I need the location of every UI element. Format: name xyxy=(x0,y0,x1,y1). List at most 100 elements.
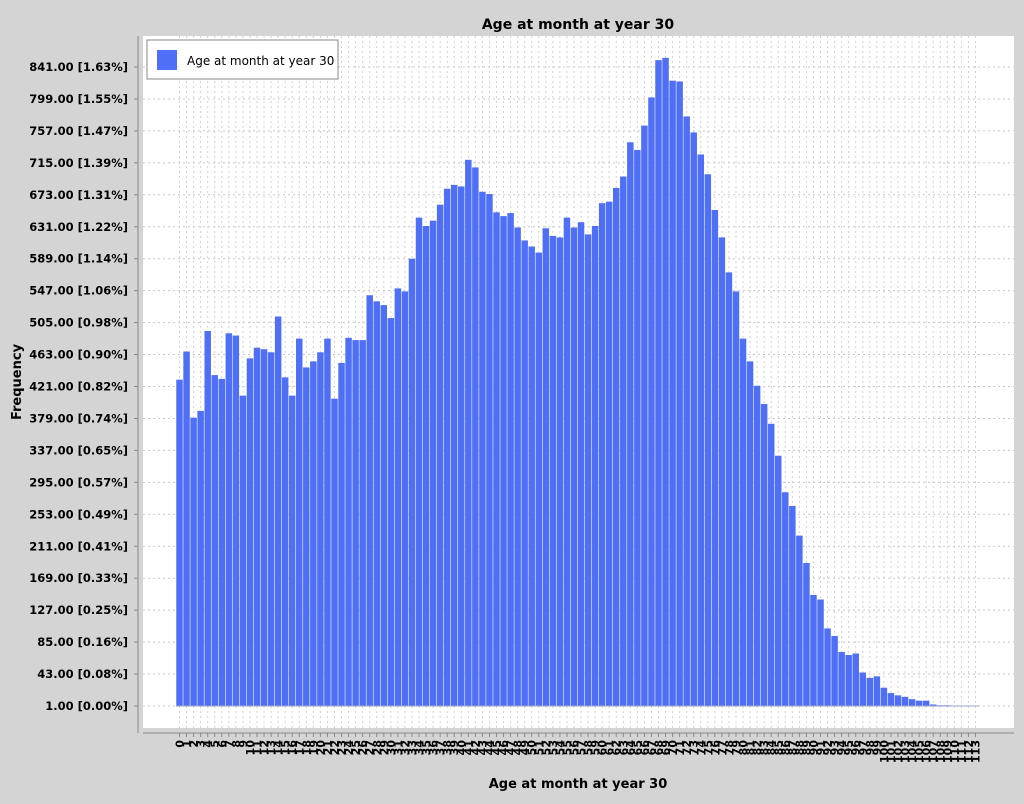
bar xyxy=(866,677,874,706)
x-tick-label: 64 xyxy=(624,740,637,756)
y-tick-label: 673.00 [1.31%] xyxy=(29,188,128,202)
x-tick-label: 54 xyxy=(554,740,567,756)
x-tick-label: 110 xyxy=(948,740,961,763)
x-tick-label: 38 xyxy=(441,740,454,755)
y-tick-label: 253.00 [0.49%] xyxy=(29,507,128,521)
x-tick-label: 34 xyxy=(413,740,426,756)
bar xyxy=(303,367,310,706)
bar xyxy=(817,599,824,706)
bar xyxy=(528,246,535,706)
bar xyxy=(415,217,423,706)
legend-label: Age at month at year 30 xyxy=(187,54,334,68)
bar xyxy=(690,132,697,707)
legend-box xyxy=(146,39,339,80)
y-tick-label: 127.00 [0.25%] xyxy=(29,603,128,617)
bar xyxy=(620,176,627,707)
y-tick-label: 631.00 [1.22%] xyxy=(29,220,128,234)
x-tick-label: 26 xyxy=(357,740,370,756)
bar xyxy=(641,125,648,706)
x-tick-label: 45 xyxy=(491,740,504,755)
chart-title: Age at month at year 30 xyxy=(482,17,675,33)
x-tick-label: 14 xyxy=(272,740,285,756)
legend: Age at month at year 30 xyxy=(146,39,339,80)
bar xyxy=(267,352,275,706)
bar xyxy=(401,291,409,706)
bar xyxy=(465,159,472,706)
bar xyxy=(915,700,923,706)
bar xyxy=(648,97,655,707)
bar xyxy=(563,217,571,706)
x-tick-label: 12 xyxy=(258,740,271,755)
bar xyxy=(359,340,366,706)
bar xyxy=(239,395,247,706)
x-tick-label: 86 xyxy=(779,740,792,756)
x-tick-label: 22 xyxy=(328,740,341,755)
x-tick-label: 27 xyxy=(364,740,377,755)
y-tick-label: 1.00 [0.00%] xyxy=(45,699,128,713)
x-tick-label: 112 xyxy=(962,740,975,763)
x-tick-label: 23 xyxy=(336,740,349,755)
x-tick-label: 81 xyxy=(744,740,757,755)
bar xyxy=(352,340,359,706)
bar xyxy=(753,385,761,706)
bar xyxy=(324,338,331,706)
x-tick-label: 20 xyxy=(314,740,327,756)
bar xyxy=(711,210,719,706)
bar xyxy=(380,305,388,706)
bar xyxy=(852,653,859,706)
y-tick-label: 757.00 [1.47%] xyxy=(29,124,128,138)
bar xyxy=(887,693,895,706)
y-tick-label: 169.00 [0.33%] xyxy=(29,571,128,585)
y-tick-label: 211.00 [0.41%] xyxy=(29,539,128,553)
bar xyxy=(450,184,458,706)
x-tick-label: 97 xyxy=(857,740,870,755)
bar xyxy=(570,227,578,706)
bar xyxy=(260,349,268,706)
bar xyxy=(281,377,289,706)
bar xyxy=(338,362,345,706)
bar xyxy=(929,704,937,706)
bar xyxy=(577,222,585,706)
y-tick-label: 715.00 [1.39%] xyxy=(29,156,128,170)
bar xyxy=(676,81,683,706)
x-tick-label: 19 xyxy=(307,740,320,755)
bar xyxy=(486,194,493,707)
bar xyxy=(838,651,845,706)
x-tick-label: 101 xyxy=(885,740,898,763)
x-tick-label: 43 xyxy=(476,740,489,755)
x-tick-label: 6 xyxy=(216,740,229,748)
bar xyxy=(697,154,705,707)
x-tick-label: 78 xyxy=(723,740,736,755)
bar xyxy=(591,225,599,707)
x-tick-label: 60 xyxy=(596,740,609,756)
x-tick-label: 7 xyxy=(223,740,236,748)
x-tick-label: 42 xyxy=(469,740,482,755)
x-tick-label: 93 xyxy=(829,740,842,755)
axis-layer xyxy=(137,36,1014,734)
bar xyxy=(767,423,775,706)
y-tick-labels: 1.00 [0.00%] 43.00 [0.08%] 85.00 [0.16%] 12… xyxy=(29,60,138,713)
bar xyxy=(796,535,803,706)
bar xyxy=(408,258,416,706)
x-tick-label: 106 xyxy=(920,740,933,763)
bar xyxy=(373,301,380,706)
bar xyxy=(718,237,726,706)
x-tick-label: 108 xyxy=(934,740,947,763)
x-tick-label: 35 xyxy=(420,740,433,755)
bar xyxy=(436,204,444,706)
bar xyxy=(225,333,233,706)
x-tick-label: 58 xyxy=(582,740,595,755)
bar xyxy=(634,149,641,707)
bar xyxy=(253,347,261,706)
x-tick-label: 21 xyxy=(321,740,334,755)
bar xyxy=(422,225,430,707)
x-tick-label: 49 xyxy=(519,740,532,755)
x-tick-label: 74 xyxy=(695,740,708,756)
x-tick-label: 50 xyxy=(526,740,539,756)
y-tick-label: 85.00 [0.16%] xyxy=(37,635,128,649)
y-tick-label: 589.00 [1.14%] xyxy=(29,252,128,266)
x-tick-label: 102 xyxy=(892,740,905,763)
x-tick-label: 99 xyxy=(871,740,884,755)
x-tick-label: 82 xyxy=(751,740,764,755)
